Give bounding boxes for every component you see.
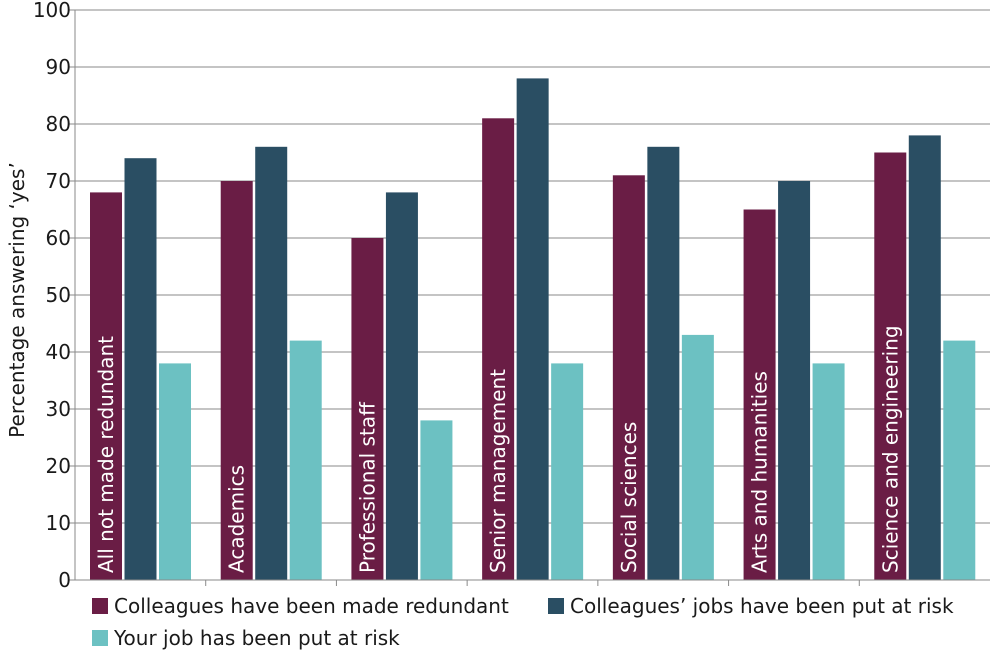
legend-swatch bbox=[92, 630, 108, 646]
bar bbox=[908, 135, 941, 580]
category-label: Social sciences bbox=[617, 422, 641, 573]
category-label: Senior management bbox=[486, 369, 510, 573]
category-label: Science and engineering bbox=[878, 325, 902, 573]
category-labels: All not made redundant Academics Professio… bbox=[94, 325, 902, 573]
y-tick-label: 60 bbox=[46, 226, 71, 250]
bar bbox=[551, 363, 584, 580]
category-label: All not made redundant bbox=[94, 336, 118, 573]
y-tick-label: 90 bbox=[46, 55, 71, 79]
legend-label: Your job has been put at risk bbox=[113, 626, 400, 650]
bar bbox=[289, 340, 322, 580]
legend-swatch bbox=[92, 598, 108, 614]
legend-label: Colleagues’ jobs have been put at risk bbox=[570, 594, 954, 618]
category-label: Professional staff bbox=[355, 401, 379, 573]
bar bbox=[124, 158, 157, 580]
bar bbox=[874, 152, 907, 580]
category-label: Arts and humanities bbox=[748, 371, 772, 573]
legend: Colleagues have been made redundant Colle… bbox=[92, 594, 954, 650]
bars bbox=[90, 78, 976, 581]
bar bbox=[778, 181, 811, 580]
bar bbox=[812, 363, 845, 580]
bar bbox=[681, 334, 714, 580]
bar bbox=[385, 192, 418, 580]
bar bbox=[90, 192, 122, 580]
y-tick-label: 30 bbox=[46, 397, 71, 421]
y-tick-label: 70 bbox=[46, 169, 71, 193]
category-label: Academics bbox=[225, 465, 249, 573]
bar bbox=[743, 209, 776, 580]
bar bbox=[612, 175, 645, 581]
bar bbox=[647, 146, 680, 581]
legend-label: Colleagues have been made redundant bbox=[114, 594, 509, 618]
bar bbox=[220, 181, 253, 580]
y-tick-label: 10 bbox=[46, 511, 71, 535]
y-tick-label: 80 bbox=[46, 112, 71, 136]
y-tick-label: 0 bbox=[58, 568, 71, 592]
y-tick-labels: 0 10 20 30 40 50 60 70 80 90 100 bbox=[33, 0, 71, 592]
bar bbox=[351, 238, 384, 580]
y-axis-label: Percentage answering ‘yes’ bbox=[5, 162, 29, 438]
y-tick-label: 20 bbox=[46, 454, 71, 478]
bar bbox=[943, 340, 976, 580]
legend-swatch bbox=[548, 598, 564, 614]
bar bbox=[420, 420, 453, 580]
bar bbox=[482, 118, 515, 581]
y-tick-label: 100 bbox=[33, 0, 71, 22]
bar bbox=[255, 146, 288, 581]
axes bbox=[74, 10, 990, 586]
y-tick-label: 50 bbox=[46, 283, 71, 307]
bar bbox=[516, 78, 549, 581]
y-tick-label: 40 bbox=[46, 340, 71, 364]
bar bbox=[159, 363, 191, 580]
